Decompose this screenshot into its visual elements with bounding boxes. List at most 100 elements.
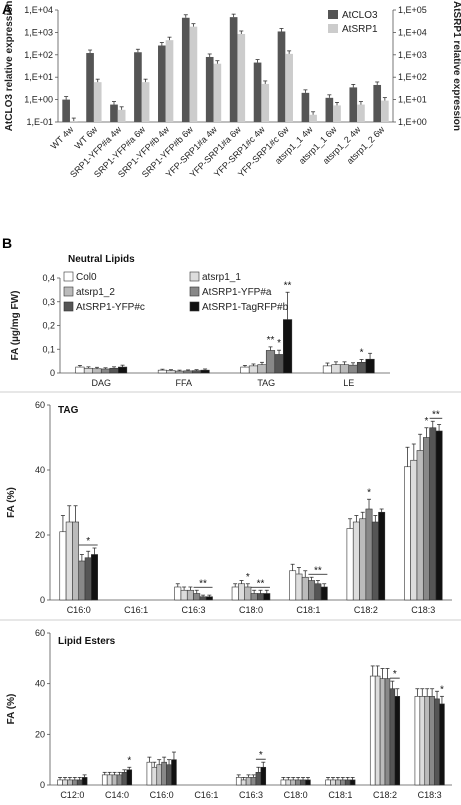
- b2-significance-label: *: [367, 487, 371, 498]
- a-bar-AtCLO3: [158, 45, 166, 123]
- b2-bar: [365, 508, 373, 601]
- b3-bar: [325, 779, 331, 786]
- b3-bar: [414, 696, 421, 786]
- a-bar-AtSRP1: [381, 100, 389, 122]
- b3-bar: [72, 779, 78, 786]
- b1-bar: [257, 364, 267, 374]
- b1-category-label: FFA: [175, 378, 192, 388]
- b2-bar: [378, 511, 386, 601]
- a-right-tick-label: 1,E+00: [398, 117, 427, 127]
- b3-bar: [330, 779, 336, 786]
- b3-bar: [245, 777, 252, 786]
- b3-bar: [250, 777, 257, 786]
- a-legend-swatch: [328, 24, 338, 33]
- b2-bar: [205, 596, 213, 601]
- b2-significance-label: **: [257, 578, 265, 589]
- b3-bar: [439, 703, 445, 786]
- b3-bar: [379, 678, 386, 786]
- a-bar-AtCLO3: [181, 17, 190, 123]
- b1-bar: [274, 354, 284, 374]
- b1-significance-label: *: [277, 338, 281, 349]
- b2-tick-label: 20: [35, 530, 45, 540]
- b3-tick-label: 60: [35, 628, 45, 638]
- b1-tick-label: 0,4: [42, 273, 55, 283]
- a-category-label: WT 4w: [49, 124, 76, 151]
- b2-bar: [371, 521, 379, 601]
- b3-category-label: C16:1: [194, 790, 218, 800]
- b3-bar: [369, 675, 376, 786]
- b1-bar: [100, 368, 111, 374]
- b3-bar: [434, 698, 440, 786]
- a-left-tick-label: 1,E+00: [24, 95, 53, 105]
- b2-bar: [289, 570, 297, 601]
- b1-bar: [83, 367, 94, 374]
- b3-tick-label: 0: [40, 780, 45, 790]
- a-bar-AtSRP1: [285, 53, 293, 122]
- a-right-tick-label: 1,E+04: [398, 27, 427, 37]
- b3-bar: [394, 696, 401, 786]
- a-legend-label: AtSRP1: [342, 24, 378, 35]
- b1-bar: [191, 370, 202, 374]
- a-bar-AtCLO3: [86, 53, 94, 123]
- b2-bar: [352, 521, 360, 601]
- b3-bar: [240, 779, 247, 786]
- b3-bar: [384, 678, 391, 786]
- b3-significance-label: *: [393, 669, 397, 680]
- b1-category-label: LE: [343, 378, 354, 388]
- b1-bar: [265, 350, 276, 374]
- b1-bar: [92, 368, 102, 374]
- b1-significance-label: *: [360, 347, 364, 358]
- b1-legend-label: atsrp1_1: [202, 272, 241, 283]
- b3-bar: [116, 774, 123, 786]
- b2-bar: [244, 586, 252, 601]
- b2-tick-label: 40: [35, 465, 45, 475]
- b3-category-label: C18:3: [418, 790, 442, 800]
- a-right-tick-label: 1,E+05: [398, 5, 427, 15]
- b3-category-label: C12:0: [60, 790, 84, 800]
- a-left-axis-label: AtCLO3 relative expression: [4, 1, 15, 132]
- b1-bar: [339, 364, 350, 374]
- b2-bar: [359, 518, 367, 601]
- b1-tick-label: 0: [50, 368, 55, 378]
- b3-bar: [235, 777, 242, 786]
- b3-bar: [290, 779, 296, 786]
- b1-legend-label: Col0: [76, 272, 97, 283]
- b2-significance-label: *: [424, 416, 428, 427]
- b2-significance-label: **: [199, 578, 207, 589]
- b3-bar: [300, 779, 306, 786]
- b3-bar: [111, 774, 118, 786]
- b3-bar: [419, 696, 426, 786]
- b1-tick-label: 0,2: [42, 321, 55, 331]
- a-right-tick-label: 1,E+01: [398, 95, 427, 105]
- a-bar-AtCLO3: [277, 31, 286, 123]
- b1-bar: [75, 366, 85, 374]
- b1-bar: [248, 365, 259, 374]
- a-bar-AtCLO3: [110, 104, 118, 122]
- b1-bar: [240, 366, 250, 374]
- b3-bar: [121, 772, 128, 786]
- b3-bar: [76, 779, 83, 786]
- b2-bar: [404, 466, 411, 601]
- b1-bar: [282, 319, 293, 374]
- b1-bar: [166, 370, 176, 374]
- b1-legend-swatch: [63, 271, 74, 282]
- b3-bar: [424, 696, 430, 786]
- a-bar-AtSRP1: [165, 40, 174, 122]
- b3-bar: [166, 764, 172, 786]
- b3-bar: [156, 764, 162, 786]
- a-bar-AtSRP1: [117, 109, 126, 122]
- b3-bar: [295, 779, 301, 786]
- a-bar-AtCLO3: [62, 99, 70, 122]
- b1-legend-swatch: [189, 286, 200, 297]
- b3-bar: [146, 761, 153, 786]
- a-bar-AtSRP1: [261, 83, 270, 122]
- a-bar-AtCLO3: [229, 17, 238, 122]
- a-bar-AtCLO3: [373, 84, 382, 122]
- b3-bar: [344, 779, 351, 786]
- panel-a-letter: A: [2, 1, 12, 17]
- b1-legend-swatch: [63, 301, 74, 312]
- b2-significance-label: *: [246, 572, 250, 583]
- b3-bar: [260, 766, 267, 786]
